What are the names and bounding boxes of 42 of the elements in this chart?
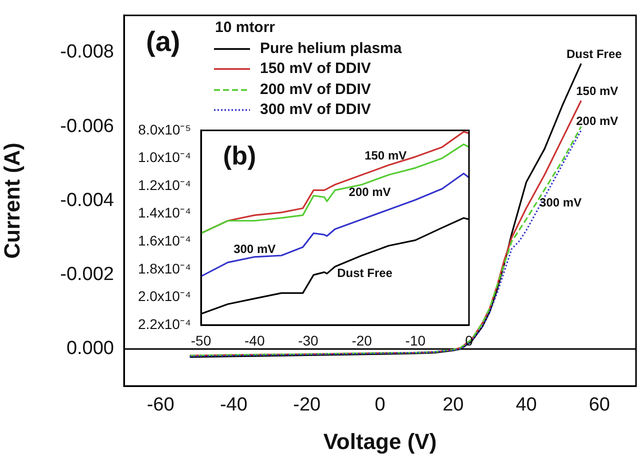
x-tick-label: -20	[352, 332, 372, 348]
x-tick-label: -10	[405, 332, 426, 348]
y-tick-label: 2.2x10⁻⁴	[138, 316, 191, 332]
x-tick-label: -20	[293, 394, 321, 416]
legend-label: 300 mV of DDIV	[260, 100, 371, 120]
y-tick-label: -0.006	[60, 116, 114, 137]
y-tick-label: -0.002	[60, 264, 114, 286]
x-tick-label: 20	[442, 394, 464, 416]
y-tick-label: 0.000	[66, 338, 114, 360]
annotation: 300 mV	[234, 242, 276, 256]
x-tick-label: 60	[588, 394, 610, 416]
legend-label: 200 mV of DDIV	[260, 80, 371, 100]
legend-title: 10 mtorr	[214, 18, 276, 38]
annotation: 150 mV	[576, 84, 618, 98]
x-tick-label: -60	[146, 394, 174, 416]
annotation: (b)	[223, 140, 256, 171]
legend-label: Pure helium plasma	[260, 38, 402, 58]
y-tick-label: 8.0x10⁻⁵	[138, 121, 191, 138]
y-tick-label: -0.008	[60, 42, 114, 63]
x-tick-label: -30	[298, 332, 319, 348]
y-tick-label: 1.2x10⁻⁴	[138, 176, 191, 193]
y-tick-label: 2.0x10⁻⁴	[138, 288, 191, 304]
x-axis-title: Voltage (V)	[323, 428, 437, 454]
annotation: Dust Free	[566, 46, 622, 61]
y-tick-label: 1.0x10⁻⁴	[138, 149, 191, 166]
y-tick-label: 1.4x10⁻⁴	[138, 204, 191, 221]
x-tick-label: 40	[516, 394, 537, 416]
y-tick-label: 1.6x10⁻⁴	[138, 232, 191, 248]
y-axis-title: Current (A)	[0, 142, 24, 259]
annotation: Dust Free	[337, 266, 393, 280]
annotation: 200 mV	[348, 184, 391, 199]
x-tick-label: -40	[244, 332, 265, 348]
annotation: 150 mV	[364, 148, 407, 162]
annotation: (a)	[146, 26, 180, 58]
x-tick-label: -50	[190, 332, 212, 348]
x-tick-label: -40	[220, 394, 248, 416]
legend-label: 150 mV of DDIV	[260, 59, 371, 79]
annotation: 200 mV	[576, 114, 618, 128]
y-tick-label: -0.004	[60, 190, 114, 211]
annotation: 300 mV	[540, 195, 582, 210]
x-tick-label: 0	[374, 394, 386, 416]
y-tick-label: 1.8x10⁻⁴	[138, 260, 191, 276]
